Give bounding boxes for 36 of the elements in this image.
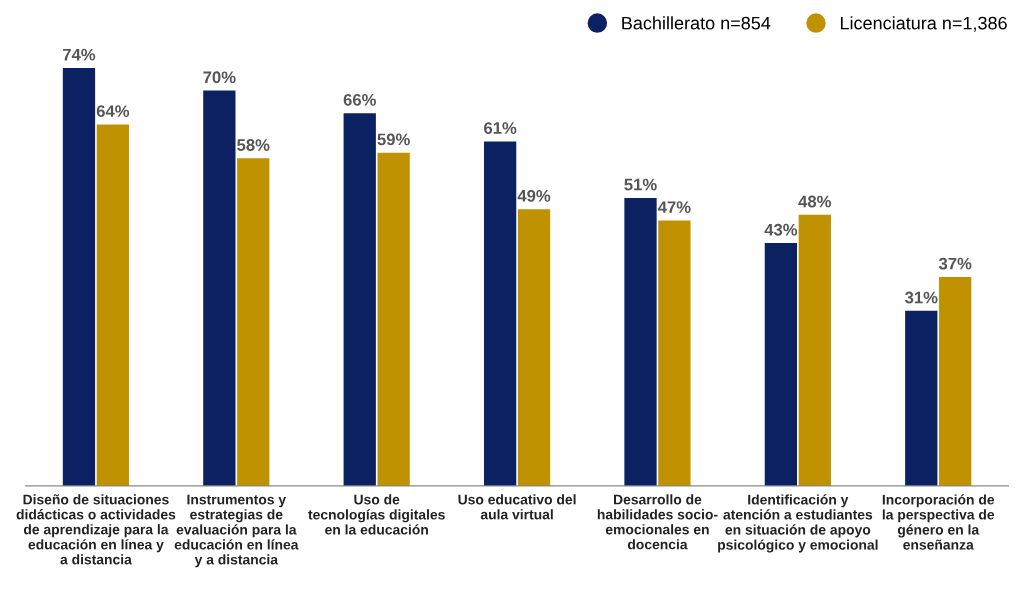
data-label: 70% <box>203 71 236 84</box>
bar <box>237 158 270 486</box>
bar <box>203 90 236 486</box>
data-label: 64% <box>96 105 130 118</box>
x-tick-label: Desarrollo de habilidades socio- emocionales en docencia <box>597 494 718 550</box>
bar <box>483 141 517 486</box>
bar <box>517 209 551 486</box>
x-tick-label: Instrumentos y estrategias de evaluación para la educación en línea y a distancia <box>174 494 299 568</box>
bar <box>764 243 798 486</box>
x-tick-label: Identificación y atención a estudiantes en situación de apoyo psicológico y emocional <box>718 494 878 553</box>
data-label: 74% <box>63 48 96 61</box>
data-label: 49% <box>517 189 551 202</box>
bar <box>96 124 130 486</box>
bar <box>343 113 376 486</box>
bar <box>624 197 657 486</box>
data-label: 47% <box>657 201 691 213</box>
x-tick-label: Uso educativo del aula virtual <box>458 494 576 520</box>
data-label: 58% <box>237 139 270 151</box>
bar <box>798 214 831 486</box>
data-label: 43% <box>764 223 798 236</box>
data-label: 37% <box>938 257 972 270</box>
x-tick-label: Uso de tecnologías digitales en la educación <box>308 494 445 535</box>
legend-label: Licenciatura n=1,386 <box>840 16 1007 32</box>
bar <box>939 276 972 486</box>
bar <box>62 68 96 486</box>
data-label: 59% <box>377 133 410 146</box>
data-label: 51% <box>624 178 657 191</box>
data-label: 66% <box>343 93 376 106</box>
bar <box>377 152 410 486</box>
x-tick-label: Incorporación de la perspectiva de género en la enseñanza <box>882 494 995 550</box>
bar <box>905 310 938 486</box>
bar <box>658 220 691 486</box>
data-label: 61% <box>484 122 517 134</box>
data-label: 48% <box>798 195 832 208</box>
legend-label: Bachillerato n=854 <box>622 16 771 30</box>
data-label: 31% <box>904 291 938 304</box>
